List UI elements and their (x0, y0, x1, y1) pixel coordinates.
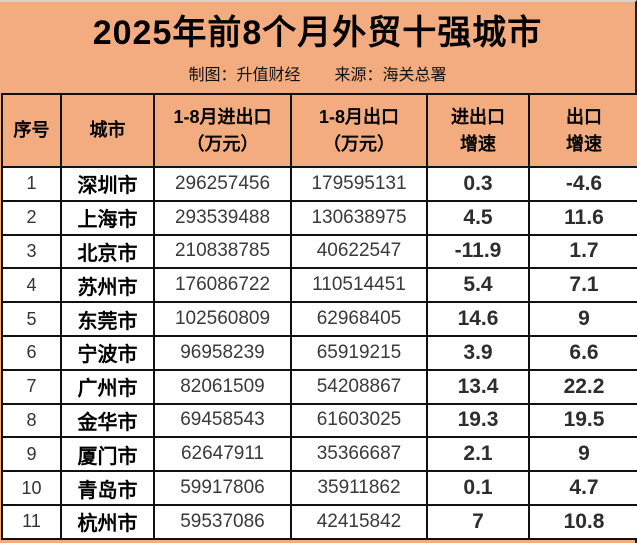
cell-rank: 9 (1, 436, 62, 473)
cell-export: 110514451 (290, 267, 428, 304)
title-block: 2025年前8个月外贸十强城市 制图：升值财经 来源：海关总署 (0, 2, 635, 93)
subtitle-maker: 制图：升值财经 (188, 67, 301, 85)
header-cell-import-export: 1-8月进出口 （万元） (153, 93, 292, 168)
table-row: 9 厦门市 62647911 35366687 2.1 9 (1, 436, 637, 473)
table-row: 4 苏州市 176086722 110514451 5.4 7.1 (1, 267, 637, 304)
cell-export-growth: 11.6 (528, 199, 637, 236)
cell-import-export: 210838785 (153, 233, 292, 270)
cell-rank: 7 (1, 368, 62, 405)
cell-rank: 5 (1, 301, 62, 337)
page-title: 2025年前8个月外贸十强城市 (92, 13, 543, 52)
trade-table-header: 序号 城市 1-8月进出口 （万元） 1-8月出口 （万元） 进出口 增速 出口… (1, 93, 637, 168)
table-row: 6 宁波市 96958239 65919215 3.9 6.6 (1, 334, 637, 371)
cell-export-growth: 10.8 (528, 503, 637, 540)
cell-export-growth: 22.2 (528, 368, 637, 405)
cell-export-growth: 4.7 (528, 470, 637, 506)
cell-rank: 2 (1, 199, 62, 236)
header-cell-import-export-growth: 进出口 增速 (426, 93, 530, 168)
cell-import-export-growth: -11.9 (426, 233, 530, 270)
table-row: 3 北京市 210838785 40622547 -11.9 1.7 (1, 233, 637, 270)
cell-rank: 8 (1, 402, 62, 439)
cell-export-growth: 9 (528, 436, 637, 473)
cell-export: 65919215 (290, 334, 428, 371)
cell-rank: 1 (1, 166, 62, 202)
cell-rank: 4 (1, 267, 62, 304)
cell-export-growth: 7.1 (528, 267, 637, 304)
cell-import-export-growth: 4.5 (426, 199, 530, 236)
cell-rank: 3 (1, 233, 62, 270)
cell-import-export: 102560809 (153, 301, 292, 337)
cell-import-export-growth: 2.1 (426, 436, 530, 473)
cell-import-export-growth: 13.4 (426, 368, 530, 405)
header-cell-export-growth: 出口 增速 (528, 93, 637, 168)
cell-import-export-growth: 0.1 (426, 470, 530, 506)
cell-export-growth: 6.6 (528, 334, 637, 371)
cell-import-export: 59537086 (153, 503, 292, 540)
header-cell-city: 城市 (60, 93, 155, 168)
cell-import-export-growth: 19.3 (426, 402, 530, 439)
table-row: 8 金华市 69458543 61603025 19.3 19.5 (1, 402, 637, 439)
cell-export-growth: 1.7 (528, 233, 637, 270)
cell-export: 40622547 (290, 233, 428, 270)
cell-export: 54208867 (290, 368, 428, 405)
cell-import-export: 96958239 (153, 334, 292, 371)
cell-export-growth: -4.6 (528, 166, 637, 202)
header-row: 序号 城市 1-8月进出口 （万元） 1-8月出口 （万元） 进出口 增速 出口… (1, 93, 637, 168)
cell-city: 深圳市 (60, 166, 155, 202)
header-cell-rank: 序号 (1, 93, 62, 168)
trade-table: 序号 城市 1-8月进出口 （万元） 1-8月出口 （万元） 进出口 增速 出口… (1, 93, 637, 540)
cell-import-export: 296257456 (153, 166, 292, 202)
cell-city: 杭州市 (60, 503, 155, 540)
cell-city: 苏州市 (60, 267, 155, 304)
cell-city: 宁波市 (60, 334, 155, 371)
cell-import-export: 62647911 (153, 436, 292, 473)
cell-export-growth: 9 (528, 301, 637, 337)
cell-import-export: 293539488 (153, 199, 292, 236)
cell-export-growth: 19.5 (528, 402, 637, 439)
cell-import-export-growth: 14.6 (426, 301, 530, 337)
cell-import-export-growth: 3.9 (426, 334, 530, 371)
cell-export: 35911862 (290, 470, 428, 506)
cell-import-export: 59917806 (153, 470, 292, 506)
cell-import-export: 176086722 (153, 267, 292, 304)
subtitle-source: 来源：海关总署 (334, 67, 447, 85)
page-subtitle: 制图：升值财经 来源：海关总署 (188, 61, 446, 85)
table-row: 1 深圳市 296257456 179595131 0.3 -4.6 (1, 166, 637, 202)
trade-table-body: 1 深圳市 296257456 179595131 0.3 -4.6 2 上海市 2935394… (1, 166, 637, 540)
cell-export: 35366687 (290, 436, 428, 473)
cell-city: 金华市 (60, 402, 155, 439)
table-row: 2 上海市 293539488 130638975 4.5 11.6 (1, 199, 637, 236)
cell-import-export: 69458543 (153, 402, 292, 439)
cell-city: 东莞市 (60, 301, 155, 337)
cell-export: 130638975 (290, 199, 428, 236)
table-row: 7 广州市 82061509 54208867 13.4 22.2 (1, 368, 637, 405)
cell-rank: 10 (1, 470, 62, 506)
cell-city: 厦门市 (60, 436, 155, 473)
cell-export: 62968405 (290, 301, 428, 337)
cell-import-export-growth: 5.4 (426, 267, 530, 304)
cell-import-export-growth: 7 (426, 503, 530, 540)
cell-rank: 6 (1, 334, 62, 371)
cell-city: 青岛市 (60, 470, 155, 506)
cell-export: 179595131 (290, 166, 428, 202)
cell-city: 上海市 (60, 199, 155, 236)
cell-export: 42415842 (290, 503, 428, 540)
table-row: 11 杭州市 59537086 42415842 7 10.8 (1, 503, 637, 540)
cell-import-export-growth: 0.3 (426, 166, 530, 202)
table-row: 5 东莞市 102560809 62968405 14.6 9 (1, 301, 637, 337)
cell-city: 广州市 (60, 368, 155, 405)
cell-city: 北京市 (60, 233, 155, 270)
cell-rank: 11 (1, 503, 62, 540)
cell-import-export: 82061509 (153, 368, 292, 405)
table-row: 10 青岛市 59917806 35911862 0.1 4.7 (1, 470, 637, 506)
cell-export: 61603025 (290, 402, 428, 439)
header-cell-export: 1-8月出口 （万元） (290, 93, 428, 168)
